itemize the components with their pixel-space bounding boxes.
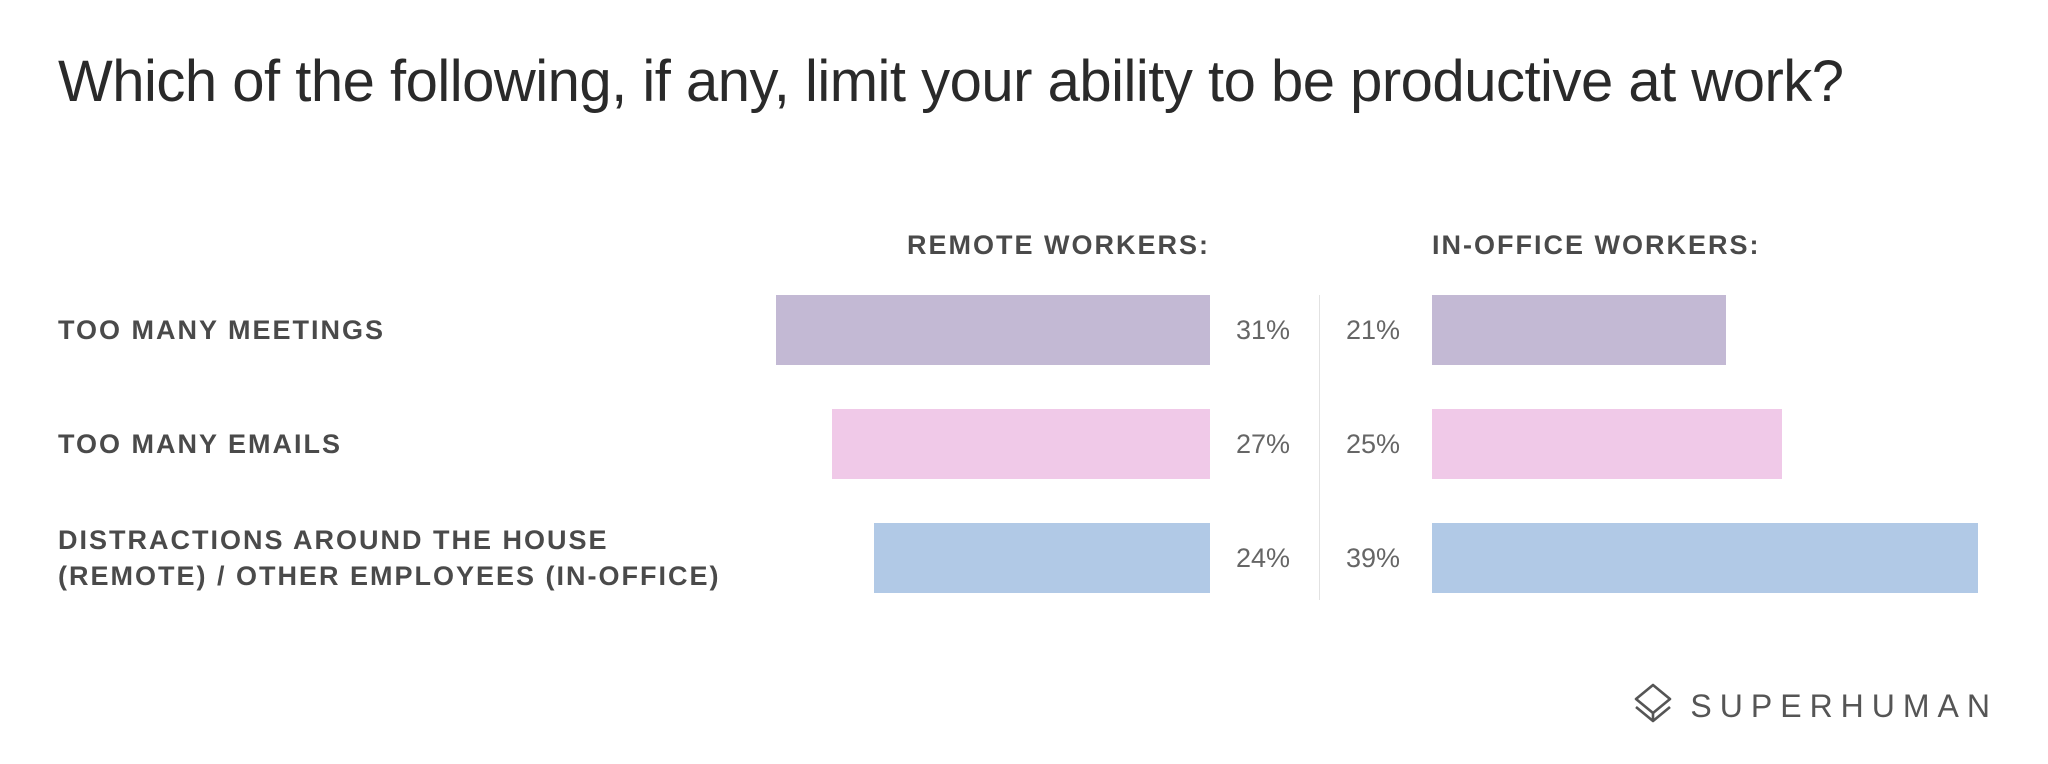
remote-bar <box>832 409 1210 479</box>
category-label-line: TOO MANY MEETINGS <box>58 315 386 345</box>
remote-value-label: 31% <box>1236 315 1291 345</box>
category-label: TOO MANY MEETINGS <box>58 312 385 348</box>
superhuman-logo-icon <box>1635 683 1672 723</box>
category-label-line: DISTRACTIONS AROUND THE HOUSE <box>58 525 609 555</box>
in-office-value-label: 39% <box>1346 543 1401 573</box>
in-office-value-label: 25% <box>1346 429 1401 459</box>
brand-name: SUPERHUMAN <box>1690 687 1998 724</box>
remote-workers-header: REMOTE WORKERS: <box>907 230 1210 260</box>
category-label-line: TOO MANY EMAILS <box>58 429 343 459</box>
brand: SUPERHUMAN <box>1634 683 1998 729</box>
in-office-bar <box>1432 523 1978 593</box>
in-office-value-label: 21% <box>1346 315 1401 345</box>
remote-bar <box>776 295 1210 365</box>
category-label: TOO MANY EMAILS <box>58 426 342 462</box>
center-divider <box>1319 295 1320 600</box>
category-label-line: (REMOTE) / OTHER EMPLOYEES (IN-OFFICE) <box>58 561 721 591</box>
in-office-bar <box>1432 409 1782 479</box>
in-office-workers-header: IN-OFFICE WORKERS: <box>1432 230 1761 260</box>
remote-value-label: 27% <box>1236 429 1291 459</box>
chart-title: Which of the following, if any, limit yo… <box>58 49 1844 114</box>
remote-bar <box>874 523 1210 593</box>
remote-value-label: 24% <box>1236 543 1291 573</box>
category-label: DISTRACTIONS AROUND THE HOUSE (REMOTE) / … <box>58 522 721 594</box>
in-office-bar <box>1432 295 1726 365</box>
